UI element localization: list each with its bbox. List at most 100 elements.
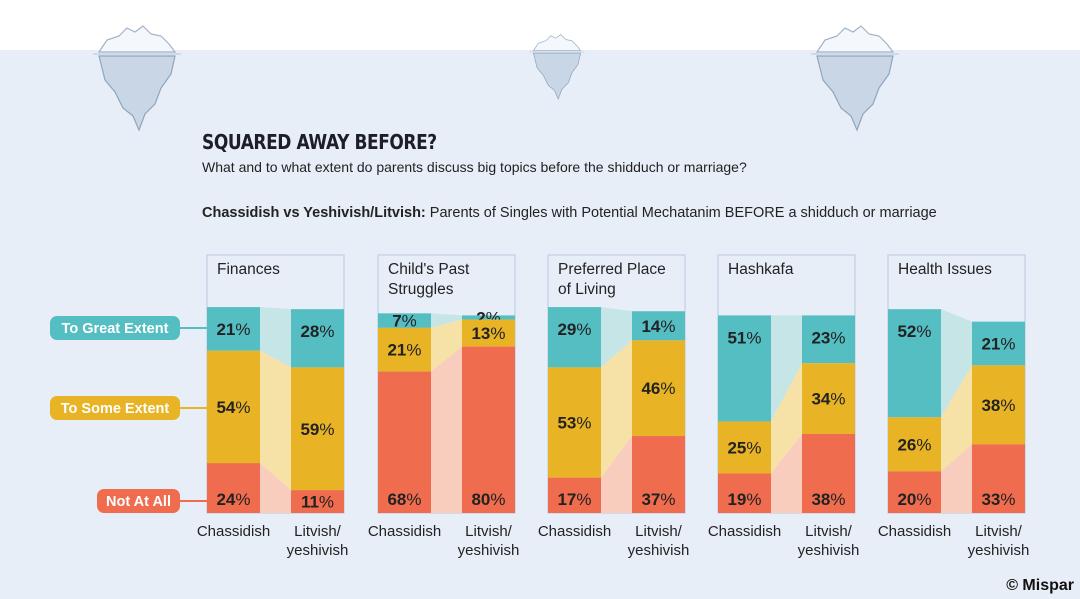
group-label: Litvish/ [294,523,342,540]
bar-segment-not [632,436,685,513]
data-label: 38% [981,396,1015,415]
data-label: 52% [897,322,931,341]
legend-pill [50,396,180,420]
data-label: 19% [727,490,761,509]
data-label: 29% [557,320,591,339]
panel-0: Finances 21% 54% 24% Chassidish 28% 59% 11% Litv… [197,254,348,559]
bar-segment-some [802,363,855,434]
connector-some [260,350,291,491]
bar-segment-great [802,315,855,364]
group-label: Chassidish [708,523,781,540]
bar-segment-not [207,463,260,513]
subhead-rest: Parents of Singles with Potential Mechat… [425,205,937,221]
data-label: 17% [557,490,591,509]
panel-title: Hashkafa [728,261,794,278]
bar-segment-great [972,321,1025,366]
iceberg-underwater [816,55,894,132]
connector-not [601,436,632,513]
legend-label: To Great Extent [62,321,169,337]
panel-title: Preferred Place [558,261,666,278]
bar-segment-not [802,433,855,513]
bar-segment-not [291,490,344,513]
bar-segment-some [207,350,260,464]
connector-not [431,346,462,513]
data-label: 26% [897,435,931,454]
connector-not [771,433,802,513]
data-label: 24% [216,490,250,509]
bar-segment-great [291,309,344,368]
iceberg-underwater [532,52,582,100]
legend-label: Not At All [106,494,171,510]
group-label: Chassidish [538,523,611,540]
bar-segment-some [462,319,515,347]
top-band [0,0,1080,50]
group-label: yeshivish [798,542,860,559]
group-label: yeshivish [458,542,520,559]
bar-segment-not [972,444,1025,513]
bar-segment-some [548,367,601,478]
data-label: 11% [301,493,334,512]
chart-subtitle: What and to what extent do parents discu… [202,159,747,175]
data-label: 38% [811,490,845,509]
iceberg-underwater [98,55,176,132]
connector-some [941,365,972,472]
bar-segment-great [207,307,260,351]
data-label: 46% [641,379,675,398]
bar-segment-some [718,421,771,474]
group-label: Litvish/ [805,523,853,540]
group-label: yeshivish [968,542,1030,559]
data-label: 80% [471,490,505,509]
legend-pill [50,316,180,340]
iceberg-icon [529,34,585,100]
group-label: Chassidish [368,523,441,540]
connector-some [771,363,802,474]
data-label: 21% [387,341,421,360]
panel-1: Child's PastStruggles7%21%68%Chassidish2… [368,254,520,559]
connector-some [431,319,462,372]
legend-some: To Some Extent [50,396,207,420]
connector-not [941,444,972,513]
subhead-bold: Chassidish vs Yeshivish/Litvish: [202,205,426,221]
iceberg-icon [811,25,899,132]
bar-segment-some [972,365,1025,445]
legend-pill [97,489,180,513]
connector-great [431,313,462,328]
panel-title: Finances [217,261,280,278]
iceberg-tip [97,25,177,53]
bar-segment-not [548,477,601,513]
data-label: 14% [641,317,675,336]
panel-title: Child's Past [388,261,470,278]
group-label: Litvish/ [465,523,513,540]
group-label: yeshivish [628,542,690,559]
data-label: 28% [300,322,334,341]
bar-segment-not [718,473,771,513]
bar-segment-some [378,327,431,372]
panel-title: of Living [558,281,616,298]
panel-title: Health Issues [898,261,992,278]
legend-label: To Some Extent [61,401,170,417]
data-label: 21% [216,320,250,339]
iceberg-tip [532,34,582,52]
panel-3: Hashkafa 51% 25% 19% Chassidish 23% 34% 38% Litv… [708,254,860,559]
group-label: Chassidish [197,523,270,540]
connector-some [601,340,632,478]
legend-not: Not At All [97,489,207,513]
bar-segment-great [462,315,515,320]
group-label: Litvish/ [635,523,683,540]
chart-subhead: Chassidish vs Yeshivish/Litvish: Parents… [202,205,937,221]
panel-2: Preferred Place of Living 29% 53% 17% Chassid… [538,254,690,559]
data-label: 20% [897,490,931,509]
panel-4: Health Issues 52% 26% 20% Chassidish 21% 38% 33… [878,254,1030,559]
data-label: 54% [216,398,250,417]
data-label: 21% [981,334,1015,353]
data-label: 7% [392,312,417,331]
bar-segment-some [632,340,685,437]
data-label: 23% [811,328,845,347]
bar-segment-great [888,309,941,418]
data-label: 68% [387,490,421,509]
data-label: 59% [300,420,334,439]
credit: © Mispar [1006,577,1074,594]
data-label: 13% [471,324,505,343]
connector-great [941,309,972,418]
group-label: Litvish/ [975,523,1023,540]
